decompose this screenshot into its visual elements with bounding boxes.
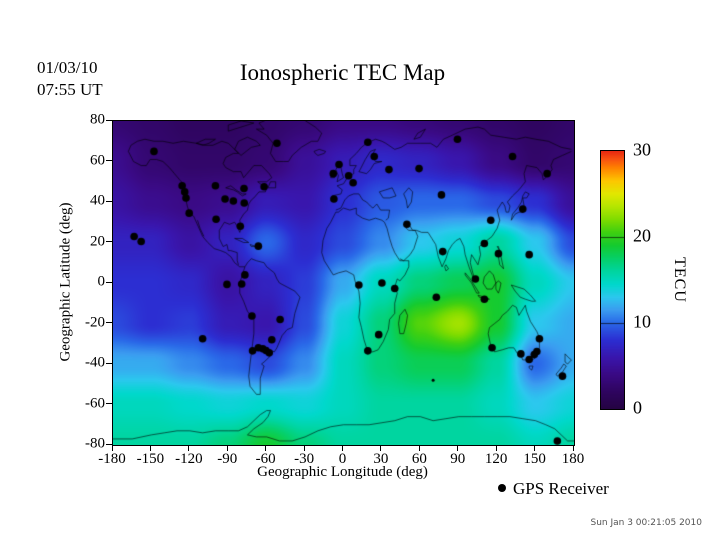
x-tick-mark — [226, 445, 228, 451]
x-tick-label: 120 — [484, 451, 508, 467]
tec-heatmap-canvas — [113, 121, 574, 445]
y-tick-label: 60 — [90, 152, 105, 168]
x-tick-mark — [303, 445, 305, 451]
colorbar-gradient-canvas — [601, 151, 624, 409]
x-tick-mark — [111, 445, 113, 451]
y-tick-label: 40 — [90, 192, 105, 209]
y-tick-mark — [106, 241, 112, 242]
y-tick-mark — [106, 322, 112, 323]
y-tick-mark — [106, 200, 112, 202]
x-tick-label: -180 — [98, 451, 126, 467]
y-tick-label: 20 — [90, 233, 105, 249]
y-tick-label: -80 — [85, 435, 105, 452]
observation-date: 01/03/10 — [37, 58, 98, 77]
x-tick-label: -30 — [294, 451, 315, 467]
y-tick-mark — [106, 443, 112, 445]
x-tick-mark — [418, 445, 420, 451]
x-tick-label: 60 — [411, 451, 427, 467]
colorbar-unit-label: TECU — [671, 257, 688, 303]
observation-time: 07:55 UT — [37, 80, 103, 99]
colorbar-tick-label: 20 — [633, 225, 651, 246]
y-tick-mark — [106, 362, 112, 364]
y-tick-mark — [106, 160, 112, 161]
y-tick-label: 80 — [90, 111, 105, 128]
y-tick-mark — [106, 403, 112, 404]
x-tick-mark — [572, 445, 574, 451]
x-tick-mark — [495, 445, 497, 451]
y-tick-label: 0 — [97, 273, 106, 290]
x-tick-label: 90 — [450, 451, 466, 467]
y-tick-label: -20 — [85, 314, 105, 330]
map-plot-area — [112, 120, 575, 446]
y-tick-label: -60 — [85, 395, 105, 411]
x-tick-mark — [457, 445, 459, 451]
x-tick-mark — [265, 445, 267, 451]
x-tick-mark — [188, 445, 190, 451]
colorbar-tick-label: 0 — [633, 397, 642, 418]
observation-datetime: 01/03/10 07:55 UT — [37, 57, 103, 101]
colorbar-tick-label: 10 — [633, 311, 651, 332]
page-title: Ionospheric TEC Map — [239, 60, 446, 85]
x-tick-label: 150 — [523, 451, 546, 467]
x-tick-mark — [534, 445, 536, 451]
x-tick-label: -60 — [255, 451, 276, 467]
x-tick-label: 30 — [373, 451, 389, 467]
colorbar — [600, 150, 625, 410]
x-tick-label: -120 — [175, 451, 203, 467]
x-tick-label: 180 — [561, 451, 585, 467]
y-tick-mark — [106, 119, 112, 121]
x-axis-label: Geographic Longitude (deg) — [257, 464, 428, 480]
colorbar-tick-label: 30 — [633, 139, 651, 160]
y-tick-mark — [106, 281, 112, 283]
x-tick-mark — [149, 445, 151, 451]
y-tick-label: -40 — [85, 354, 105, 371]
x-tick-mark — [342, 445, 343, 451]
gps-receiver-legend: GPS Receiver — [498, 479, 609, 499]
x-tick-label: -150 — [136, 451, 165, 467]
x-tick-label: 0 — [338, 451, 347, 467]
x-tick-mark — [380, 445, 382, 451]
x-tick-label: -90 — [217, 451, 238, 467]
gps-receiver-marker-icon — [498, 484, 506, 493]
gps-receiver-legend-label: GPS Receiver — [513, 479, 609, 498]
generation-timestamp: Sun Jan 3 00:21:05 2010 — [590, 518, 703, 528]
